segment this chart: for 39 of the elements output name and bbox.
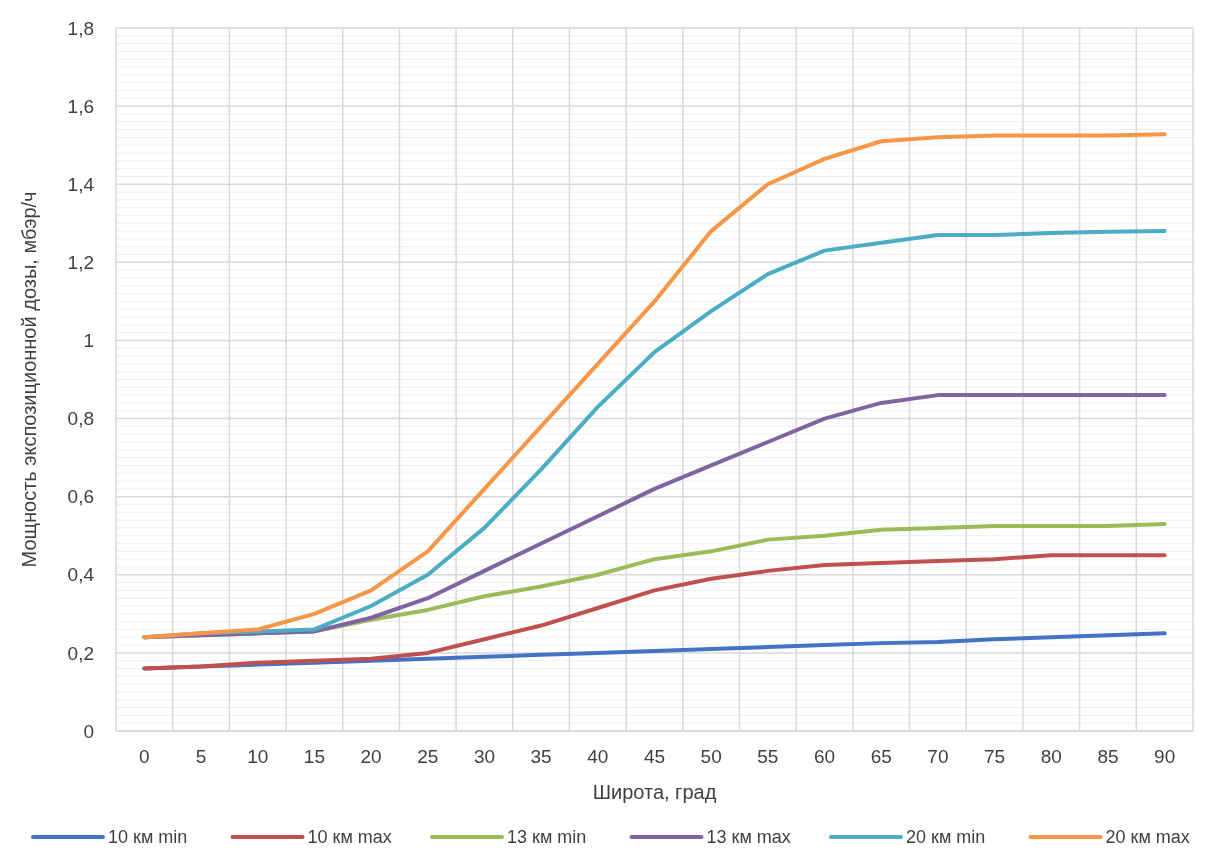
x-tick-label: 20: [360, 746, 382, 767]
x-tick-label: 70: [927, 746, 949, 767]
x-tick-label: 5: [195, 746, 207, 767]
x-tick-label: 60: [813, 746, 836, 767]
x-tick-label: 35: [530, 746, 552, 767]
x-tick-label: 75: [984, 746, 1006, 767]
y-tick-label: 0,2: [67, 642, 94, 664]
x-tick-label: 10: [247, 746, 269, 767]
x-tick-label: 25: [417, 746, 439, 767]
y-tick-label: 0,8: [67, 408, 94, 430]
legend-label: 10 км max: [307, 827, 392, 847]
y-tick-label: 1,8: [67, 17, 94, 39]
line-series: [142, 132, 1167, 640]
y-tick-label: 1: [83, 330, 94, 352]
x-tick-label: 55: [757, 746, 779, 767]
y-axis-title: Мощность экспозиционной дозы, мбэр/ч: [18, 191, 40, 568]
legend-label: 20 км max: [1105, 827, 1190, 847]
legend-label: 13 км max: [706, 827, 791, 847]
x-tick-label: 15: [303, 746, 325, 767]
x-tick-label: 45: [643, 746, 666, 767]
y-tick-label: 0,6: [67, 486, 94, 508]
x-tick-label: 80: [1040, 746, 1062, 767]
legend-label: 13 км min: [507, 827, 587, 847]
y-tick-label: 1,2: [67, 251, 94, 273]
x-tick-label: 65: [870, 746, 892, 767]
x-tick-label: 0: [139, 746, 150, 767]
legend-label: 10 км min: [108, 827, 188, 847]
line-series: [142, 553, 1167, 671]
x-tick-label: 30: [473, 746, 496, 767]
legend-label: 20 км min: [906, 827, 986, 847]
y-tick-label: 1,4: [67, 173, 95, 195]
x-tick-label: 85: [1097, 746, 1119, 767]
x-tick-label: 50: [700, 746, 722, 767]
y-tick-label: 1,6: [67, 95, 94, 117]
x-tick-label: 40: [587, 746, 609, 767]
x-axis-title: Широта, град: [592, 781, 717, 803]
y-tick-label: 0: [83, 720, 94, 742]
y-tick-label: 0,4: [67, 564, 95, 586]
x-tick-label: 90: [1154, 746, 1176, 767]
